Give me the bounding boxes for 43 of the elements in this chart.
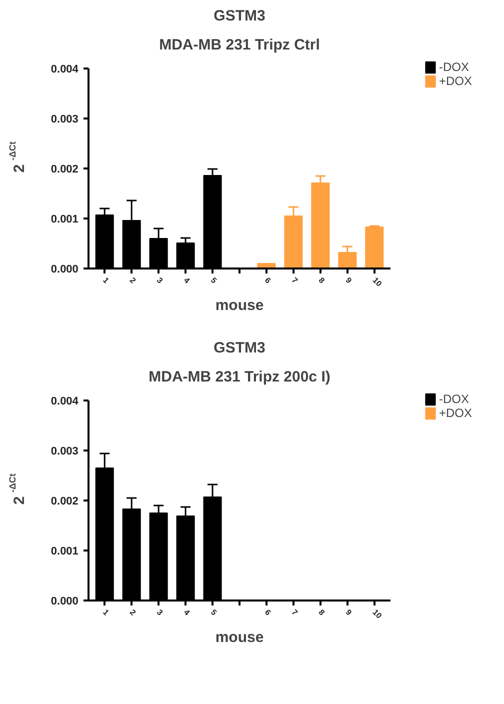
y-tick-label: 0.001	[50, 546, 78, 558]
x-tick-label: 1	[101, 276, 111, 286]
x-tick-label: 4	[182, 608, 192, 618]
x-axis-title: mouse	[215, 629, 264, 646]
x-tick-label: 9	[344, 608, 354, 618]
x-tick-label: 3	[154, 276, 165, 286]
x-tick-label: 2	[128, 276, 138, 286]
y-tick-label: 0.002	[50, 164, 78, 176]
x-tick-label: 3	[154, 608, 165, 618]
x-tick-label: 10	[370, 276, 384, 289]
y-tick-label: 0.000	[50, 264, 78, 276]
legend-label: +DOX	[438, 74, 472, 88]
x-tick-label: 8	[316, 608, 327, 618]
y-tick-label: 0.003	[50, 114, 78, 126]
x-tick-label: 6	[262, 276, 273, 286]
x-tick-label: 2	[128, 608, 138, 618]
y-tick-label: 0.004	[50, 64, 80, 76]
x-tick-label: 7	[290, 276, 300, 286]
y-tick-label: 0.003	[50, 446, 78, 458]
x-tick-label: 6	[262, 608, 273, 618]
legend-label: +DOX	[438, 406, 472, 420]
y-tick-label: 0.000	[50, 596, 78, 608]
chart-title: GSTM3	[214, 340, 266, 356]
chart-subtitle: MDA-MB 231 Tripz 200c I)	[148, 368, 330, 386]
chart-title: GSTM3	[214, 8, 266, 24]
legend-label: -DOX	[438, 392, 469, 406]
x-tick-label: 7	[290, 608, 300, 618]
y-tick-label: 0.002	[50, 496, 78, 508]
x-tick-label: 5	[208, 608, 219, 618]
y-tick-label: 0.001	[50, 214, 78, 226]
x-tick-label: 4	[182, 276, 192, 286]
y-axis-title: 2-ΔCt	[7, 474, 28, 505]
legend-label: -DOX	[438, 60, 469, 74]
x-tick-label: 5	[208, 276, 219, 286]
x-axis-title: mouse	[215, 297, 264, 314]
x-tick-label: 10	[370, 608, 384, 621]
y-axis-title: 2-ΔCt	[7, 142, 28, 173]
chart-subtitle: MDA-MB 231 Tripz Ctrl	[159, 36, 320, 54]
y-tick-label: 0.004	[50, 396, 80, 408]
x-tick-label: 9	[344, 276, 354, 286]
x-tick-label: 8	[316, 276, 327, 286]
bar	[365, 226, 384, 269]
x-tick-label: 1	[101, 608, 111, 618]
